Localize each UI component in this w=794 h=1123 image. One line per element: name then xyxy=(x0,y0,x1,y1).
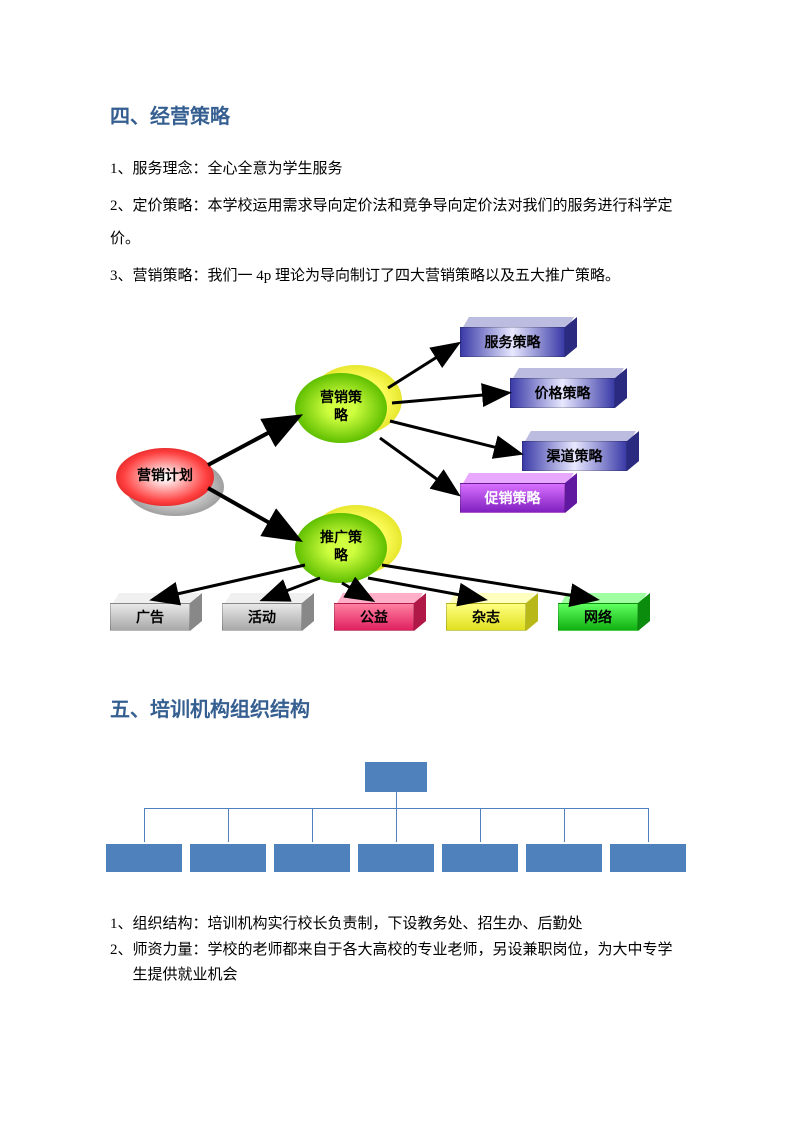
root-label: 营销计划 xyxy=(137,468,193,486)
branch1-node: 营销策 略 xyxy=(295,373,387,443)
channel-box-4: 网络 xyxy=(558,603,638,631)
section4-p2: 2、定价策略：本学校运用需求导向定价法和竞争导向定价法对我们的服务进行科学定价。 xyxy=(110,190,684,256)
channel-label-4: 网络 xyxy=(584,607,612,627)
strategy-label-0: 服务策略 xyxy=(485,332,541,352)
item1-num: 1、 xyxy=(110,912,133,938)
org-child-3 xyxy=(358,844,434,872)
org-child-1 xyxy=(190,844,266,872)
strategy-label-2: 渠道策略 xyxy=(547,446,603,466)
root-node: 营销计划 xyxy=(116,448,214,506)
item2-text: 师资力量：学校的老师都来自于各大高校的专业老师，另设兼职岗位，为大中专学生提供就… xyxy=(133,938,684,989)
marketing-diagram: 营销计划 营销策 略 推广策 略 服务策略 价格策略 渠道策略 促销策略 广告 xyxy=(110,303,684,673)
channel-label-2: 公益 xyxy=(360,607,388,627)
section4-p3: 3、营销策略：我们一 4p 理论为导向制订了四大营销策略以及五大推广策略。 xyxy=(110,260,684,293)
strategy-box-2: 渠道策略 xyxy=(522,441,627,471)
org-lines xyxy=(106,792,686,842)
org-child-0 xyxy=(106,844,182,872)
branch1-label: 营销策 略 xyxy=(320,390,362,426)
org-child-4 xyxy=(442,844,518,872)
channel-label-3: 杂志 xyxy=(472,607,500,627)
strategy-box-0: 服务策略 xyxy=(460,327,565,357)
section5-heading: 五、培训机构组织结构 xyxy=(110,693,684,722)
org-child-5 xyxy=(526,844,602,872)
channel-label-0: 广告 xyxy=(136,607,164,627)
strategy-label-3: 促销策略 xyxy=(485,488,541,508)
org-child-6 xyxy=(610,844,686,872)
section5-list: 1、 组织结构：培训机构实行校长负责制，下设教务处、招生办、后勤处 2、 师资力… xyxy=(110,912,684,989)
section4-heading: 四、经营策略 xyxy=(110,100,684,129)
org-child-2 xyxy=(274,844,350,872)
org-top-box xyxy=(365,762,427,792)
item1-text: 组织结构：培训机构实行校长负责制，下设教务处、招生办、后勤处 xyxy=(133,912,684,938)
strategy-box-3: 促销策略 xyxy=(460,483,565,513)
channel-box-2: 公益 xyxy=(334,603,414,631)
section4-p1: 1、服务理念：全心全意为学生服务 xyxy=(110,153,684,186)
channel-label-1: 活动 xyxy=(248,607,276,627)
org-bottom-row xyxy=(106,844,686,872)
channel-box-1: 活动 xyxy=(222,603,302,631)
branch2-node: 推广策 略 xyxy=(295,513,387,583)
org-chart xyxy=(106,762,686,872)
strategy-label-1: 价格策略 xyxy=(535,383,591,403)
item2-num: 2、 xyxy=(110,938,133,989)
strategy-box-1: 价格策略 xyxy=(510,378,615,408)
branch2-label: 推广策 略 xyxy=(320,530,362,566)
channel-box-0: 广告 xyxy=(110,603,190,631)
channel-box-3: 杂志 xyxy=(446,603,526,631)
